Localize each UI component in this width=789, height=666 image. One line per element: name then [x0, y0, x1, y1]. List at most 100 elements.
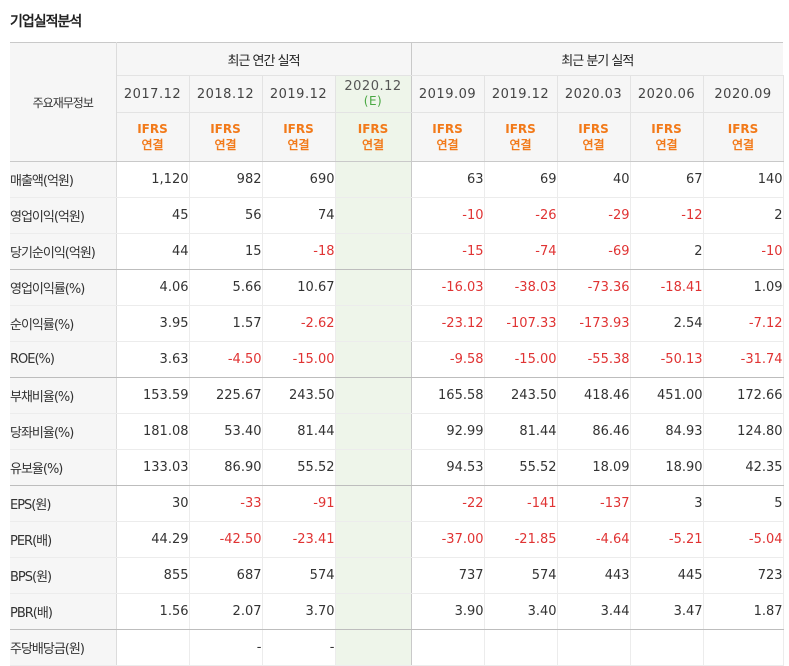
table-cell: 1.56 — [116, 593, 190, 630]
ifrs-label: IFRS — [357, 122, 389, 136]
period-header: 2020.09 — [703, 75, 784, 113]
consolidated-label: 연결 — [214, 138, 237, 152]
table-cell: 5.66 — [189, 269, 263, 306]
consolidated-label: 연결 — [361, 138, 385, 152]
accounting-basis: IFRS 연결 — [411, 112, 485, 162]
table-cell — [335, 197, 412, 234]
table-cell: -10 — [703, 233, 784, 270]
ifrs-label: IFRS — [505, 122, 536, 136]
consolidated-label: 연결 — [582, 138, 605, 152]
row-label: 유보율(%) — [10, 449, 117, 486]
row-label: 영업이익률(%) — [10, 269, 117, 306]
table-cell: 69 — [484, 161, 558, 198]
table-cell — [335, 161, 412, 198]
table-cell: - — [189, 629, 263, 666]
table-cell: 445 — [630, 557, 704, 594]
table-cell: -21.85 — [484, 521, 558, 558]
consolidated-label: 연결 — [287, 138, 310, 152]
table-cell: -15.00 — [484, 341, 558, 378]
period-label: 2020.09 — [714, 86, 772, 102]
table-cell: 1,120 — [116, 161, 190, 198]
table-cell: 723 — [703, 557, 784, 594]
table-cell: 44.29 — [116, 521, 190, 558]
table-cell: 45 — [116, 197, 190, 234]
table-cell: - — [262, 629, 336, 666]
table-cell: -23.12 — [411, 305, 485, 342]
table-cell: 1.57 — [189, 305, 263, 342]
table-cell: -29 — [557, 197, 631, 234]
table-cell: 4.06 — [116, 269, 190, 306]
period-label: 2020.03 — [564, 86, 623, 102]
table-cell: 451.00 — [630, 377, 704, 414]
consolidated-label: 연결 — [141, 138, 164, 152]
table-cell: -42.50 — [189, 521, 263, 558]
table-cell: 18.90 — [630, 449, 704, 486]
period-header: 2020.03 — [557, 75, 631, 113]
table-cell: 418.46 — [557, 377, 631, 414]
period-label: 2017.12 — [123, 86, 182, 102]
table-cell: -5.04 — [703, 521, 784, 558]
table-cell: 10.67 — [262, 269, 336, 306]
estimate-mark: (E) — [363, 94, 383, 108]
table-cell — [335, 413, 412, 450]
table-cell — [335, 377, 412, 414]
table-row: 당기순이익(억원) 44 15 -18 -15 -74 -69 2 -10 — [10, 233, 784, 270]
table-cell: -91 — [262, 485, 336, 522]
table-cell: -107.33 — [484, 305, 558, 342]
period-header: 2019.09 — [411, 75, 485, 113]
table-cell: 63 — [411, 161, 485, 198]
table-cell — [116, 629, 190, 666]
table-cell: -26 — [484, 197, 558, 234]
table-cell: 690 — [262, 161, 336, 198]
table-cell: 3 — [630, 485, 704, 522]
table-cell: 2 — [630, 233, 704, 270]
accounting-basis: IFRS 연결 — [189, 112, 263, 162]
table-cell — [335, 305, 412, 342]
table-cell: 86.90 — [189, 449, 263, 486]
table-cell: -141 — [484, 485, 558, 522]
row-label: EPS(원) — [10, 485, 117, 522]
table-row: 주당배당금(원) - - — [10, 629, 784, 666]
table-row: 당좌비율(%) 181.08 53.40 81.44 92.99 81.44 86.46 84… — [10, 413, 784, 450]
table-cell: 3.95 — [116, 305, 190, 342]
table-cell — [335, 233, 412, 270]
row-label: 당기순이익(억원) — [10, 233, 117, 270]
table-cell: 124.80 — [703, 413, 784, 450]
page-title: 기업실적분석 — [10, 14, 82, 30]
row-label: 매출액(억원) — [10, 161, 117, 198]
table-row: BPS(원) 855 687 574 737 574 443 445 723 — [10, 557, 784, 594]
consolidated-label: 연결 — [732, 138, 755, 152]
table-cell: -4.50 — [189, 341, 263, 378]
table-cell: -22 — [411, 485, 485, 522]
table-cell: 172.66 — [703, 377, 784, 414]
period-label: 2018.12 — [196, 86, 255, 102]
table-cell: 3.90 — [411, 593, 485, 630]
table-cell — [335, 341, 412, 378]
table-cell: 42.35 — [703, 449, 784, 486]
table-cell: 243.50 — [484, 377, 558, 414]
table-cell: -73.36 — [557, 269, 631, 306]
table-cell: 153.59 — [116, 377, 190, 414]
table-cell: 81.44 — [484, 413, 558, 450]
period-label: 2019.12 — [269, 86, 328, 102]
ifrs-label: IFRS — [137, 122, 168, 136]
table-cell: 92.99 — [411, 413, 485, 450]
table-cell: 86.46 — [557, 413, 631, 450]
group-quarterly-header: 최근 분기 실적 — [411, 42, 784, 76]
table-cell: -74 — [484, 233, 558, 270]
table-cell: -12 — [630, 197, 704, 234]
table-cell: 243.50 — [262, 377, 336, 414]
row-header-label: 주요재무정보 — [10, 42, 117, 162]
table-cell: -55.38 — [557, 341, 631, 378]
table-cell: 1.87 — [703, 593, 784, 630]
accounting-basis: IFRS 연결 — [116, 112, 190, 162]
accounting-basis: IFRS 연결 — [335, 112, 412, 162]
row-label: ROE(%) — [10, 341, 117, 378]
table-cell: 53.40 — [189, 413, 263, 450]
row-label: 당좌비율(%) — [10, 413, 117, 450]
table-row: PER(배) 44.29 -42.50 -23.41 -37.00 -21.85 -4.64… — [10, 521, 784, 558]
table-cell: 15 — [189, 233, 263, 270]
table-cell: 2.54 — [630, 305, 704, 342]
table-cell: -9.58 — [411, 341, 485, 378]
consolidated-label: 연결 — [655, 138, 678, 152]
